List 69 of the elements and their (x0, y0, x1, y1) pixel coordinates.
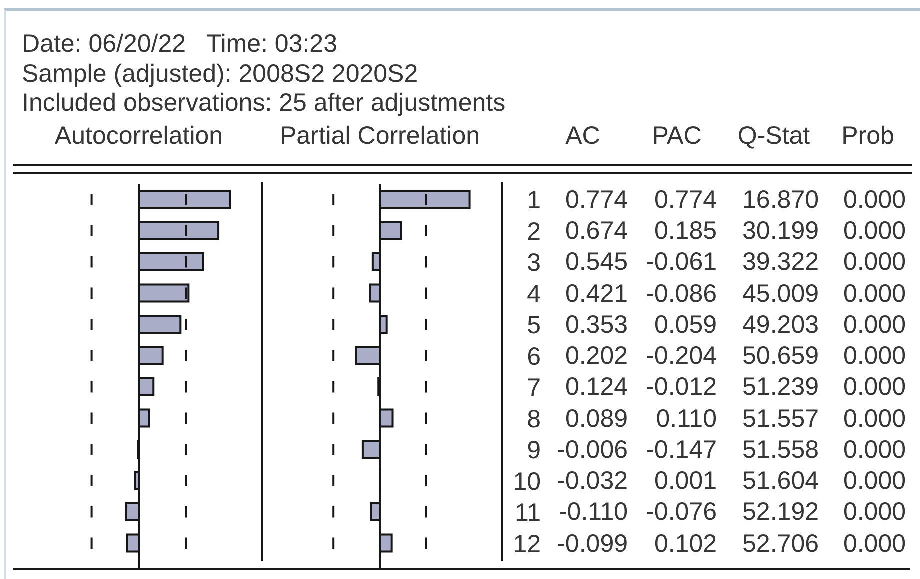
data-label: 0.185 (654, 216, 717, 246)
text: Sample (adjusted): 2008S2 2020S2 (22, 58, 418, 89)
text: 0.000 (843, 528, 906, 559)
text: 0.000 (843, 466, 906, 496)
text: Included observations: 25 after adjustments (22, 88, 506, 118)
chart-title: Partial Correlation (280, 121, 480, 152)
data-label: 0.124 (565, 372, 628, 402)
data-label: 0.102 (654, 528, 717, 559)
text: 0.000 (843, 404, 906, 434)
data-label: -0.061 (646, 247, 717, 278)
data-label: 0.110 (656, 404, 717, 434)
data-label: -0.204 (646, 341, 717, 372)
y-tick-label: 8 (527, 405, 541, 434)
text: 16.870 (742, 184, 819, 215)
text: 0.000 (843, 434, 906, 465)
text: 0.000 (843, 278, 906, 309)
text: Date: 06/20/22 Time: 03:23 (22, 29, 338, 60)
data-label: 0.089 (565, 404, 628, 434)
y-tick-label: 3 (527, 249, 541, 278)
y-tick-label: 7 (527, 374, 541, 402)
text: 49.203 (742, 310, 819, 340)
text: 0.000 (843, 247, 906, 278)
y-tick-label: 5 (527, 312, 541, 340)
y-tick-label: 4 (527, 280, 542, 308)
text: 0.000 (843, 216, 906, 246)
text: 0.000 (843, 372, 906, 402)
text: 50.659 (742, 341, 819, 372)
y-tick-label: 9 (527, 436, 541, 465)
text: 51.604 (742, 466, 819, 496)
data-label: -0.086 (646, 278, 717, 309)
text: 39.322 (742, 247, 819, 278)
y-tick-label: 2 (527, 218, 541, 246)
data-label: -0.110 (558, 497, 628, 528)
text: 51.557 (742, 404, 819, 434)
data-label: 0.202 (565, 341, 628, 372)
text: 0.000 (843, 310, 906, 340)
text: 0.000 (843, 184, 906, 215)
data-label: 0.674 (565, 216, 628, 246)
data-label: -0.032 (557, 466, 628, 496)
data-label: 0.774 (654, 184, 717, 215)
data-label: 0.421 (565, 278, 628, 309)
data-label: 0.545 (565, 247, 628, 278)
text: 51.239 (742, 372, 819, 402)
y-tick-label: 6 (527, 342, 541, 371)
data-label: -0.006 (557, 434, 628, 465)
data-label: 0.059 (654, 310, 717, 340)
data-label: 0.001 (654, 466, 717, 496)
text: 45.009 (742, 278, 819, 309)
text: 30.199 (742, 216, 819, 246)
data-label: 0.774 (565, 184, 628, 215)
text: 52.192 (742, 497, 819, 528)
text: 0.000 (843, 341, 906, 372)
text: PAC (652, 121, 702, 152)
text: Q-Stat (738, 121, 810, 152)
chart-title: Autocorrelation (54, 121, 224, 152)
y-tick-label: 11 (515, 499, 541, 528)
y-tick-label: 1 (527, 186, 541, 215)
y-tick-label: 10 (513, 468, 541, 496)
text: AC (566, 121, 600, 152)
y-tick-label: 12 (513, 530, 541, 558)
data-label: 0.353 (565, 310, 628, 340)
text: Prob (842, 121, 894, 152)
text: 0.000 (843, 497, 906, 528)
text: 51.558 (742, 434, 819, 465)
data-label: -0.099 (557, 528, 628, 559)
data-label: -0.076 (646, 497, 717, 528)
data-label: -0.147 (646, 434, 717, 465)
data-label: -0.012 (646, 372, 717, 402)
text: 52.706 (742, 528, 819, 559)
